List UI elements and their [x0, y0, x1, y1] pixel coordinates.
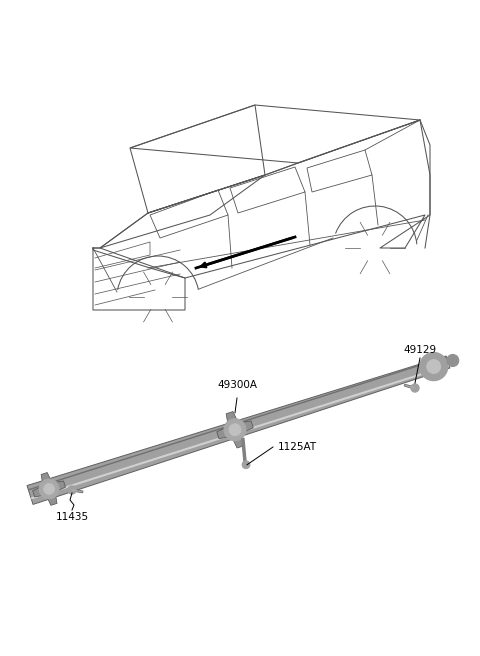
- Text: 49300A: 49300A: [217, 380, 257, 390]
- Circle shape: [39, 479, 59, 499]
- Polygon shape: [33, 483, 51, 497]
- Circle shape: [447, 354, 459, 367]
- Circle shape: [242, 461, 250, 469]
- Circle shape: [224, 419, 246, 441]
- Polygon shape: [27, 356, 450, 504]
- Text: 1125AT: 1125AT: [278, 442, 317, 452]
- Polygon shape: [233, 421, 253, 436]
- Polygon shape: [229, 428, 244, 448]
- Polygon shape: [217, 424, 237, 439]
- Circle shape: [411, 384, 419, 392]
- Polygon shape: [226, 411, 240, 432]
- Circle shape: [420, 352, 448, 380]
- Circle shape: [229, 424, 241, 436]
- Circle shape: [427, 359, 441, 373]
- Polygon shape: [44, 487, 57, 505]
- Text: 11435: 11435: [55, 512, 89, 522]
- Circle shape: [44, 483, 55, 495]
- Circle shape: [68, 485, 76, 494]
- Text: 49129: 49129: [403, 345, 437, 355]
- Polygon shape: [48, 481, 65, 494]
- Polygon shape: [41, 472, 54, 491]
